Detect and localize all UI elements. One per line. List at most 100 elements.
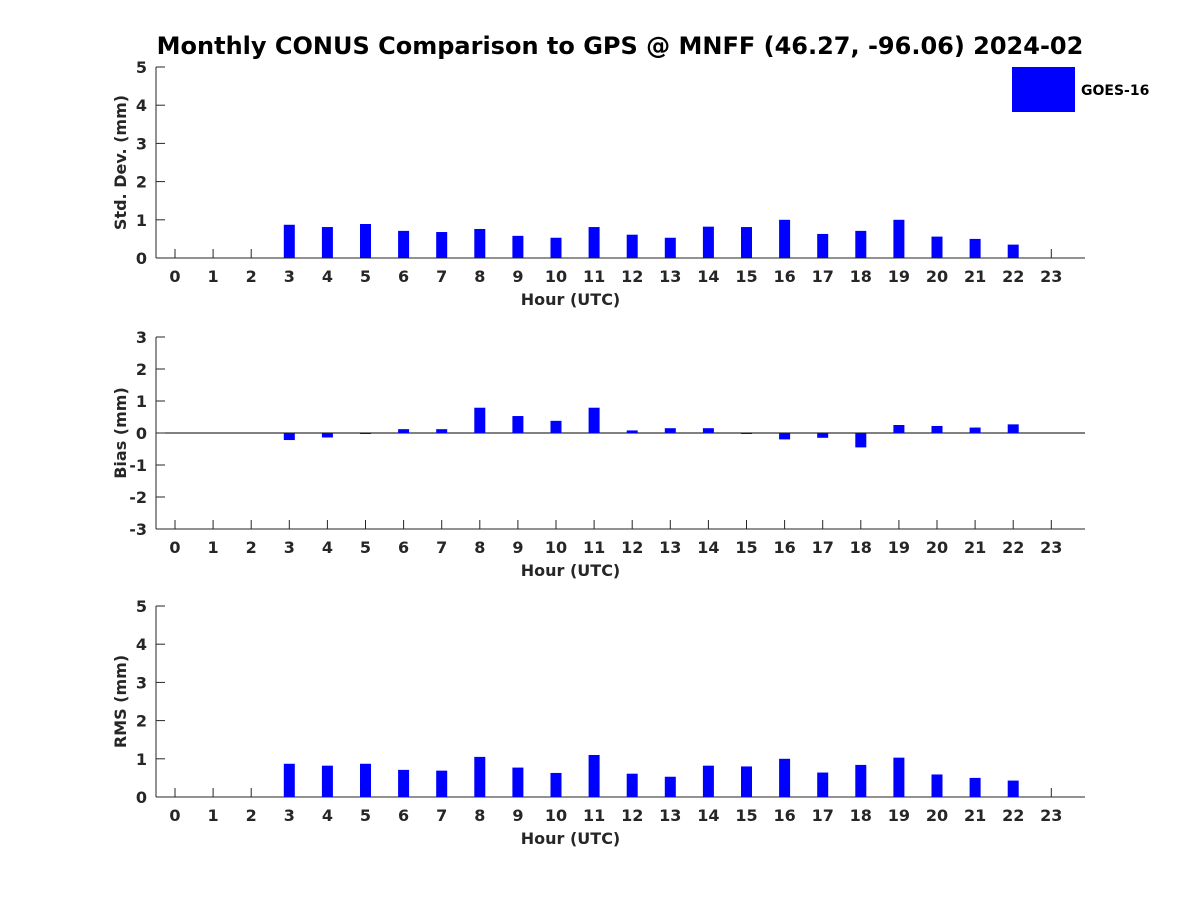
- x-tick-label: 17: [812, 267, 834, 286]
- bar-bias-mm-hour-12: [626, 430, 638, 433]
- bar-rms-mm-hour-14: [702, 765, 714, 797]
- bar-rms-mm-hour-11: [588, 754, 600, 797]
- x-tick-label: 1: [208, 806, 219, 825]
- x-tick-label: 4: [322, 538, 333, 557]
- bar-std-dev-mm-hour-8: [474, 228, 486, 258]
- x-tick-label: 0: [169, 267, 180, 286]
- bar-bias-mm-hour-16: [779, 433, 791, 440]
- bar-rms-mm-hour-5: [360, 763, 371, 797]
- x-tick-label: 9: [512, 538, 523, 557]
- x-tick-label: 8: [474, 267, 485, 286]
- bar-std-dev-mm-hour-21: [969, 238, 981, 258]
- x-tick-label: 2: [246, 538, 257, 557]
- y-tick-label: 1: [136, 392, 147, 411]
- bar-bias-mm-hour-6: [398, 429, 410, 433]
- y-tick-label: 5: [136, 597, 147, 616]
- bar-rms-mm-hour-7: [436, 770, 448, 797]
- bar-bias-mm-hour-8: [474, 407, 486, 433]
- bar-rms-mm-hour-20: [931, 774, 943, 797]
- x-tick-label: 7: [436, 267, 447, 286]
- bar-std-dev-mm-hour-13: [664, 237, 676, 258]
- x-tick-label: 6: [398, 538, 409, 557]
- bar-bias-mm-hour-7: [436, 429, 448, 433]
- y-tick-label: -3: [129, 520, 147, 539]
- bar-bias-mm-hour-19: [893, 425, 905, 433]
- x-tick-label: 5: [360, 806, 371, 825]
- x-tick-label: 21: [964, 806, 986, 825]
- bar-std-dev-mm-hour-17: [817, 233, 829, 258]
- bar-rms-mm-hour-10: [550, 772, 562, 797]
- bar-bias-mm-hour-10: [550, 420, 562, 433]
- x-axis-label: Hour (UTC): [521, 561, 621, 580]
- x-tick-label: 18: [850, 267, 872, 286]
- legend-label: GOES-16: [1081, 83, 1149, 99]
- y-tick-label: 1: [136, 211, 147, 230]
- y-tick-label: 2: [136, 360, 147, 379]
- bar-std-dev-mm-hour-4: [321, 227, 333, 258]
- x-tick-label: 21: [964, 538, 986, 557]
- bar-std-dev-mm-hour-10: [550, 237, 562, 258]
- x-tick-label: 18: [850, 538, 872, 557]
- y-tick-label: 0: [136, 424, 147, 443]
- bar-std-dev-mm-hour-3: [283, 224, 295, 258]
- x-tick-label: 11: [583, 538, 605, 557]
- bar-bias-mm-hour-14: [702, 428, 714, 433]
- x-tick-label: 23: [1040, 806, 1062, 825]
- y-tick-label: 0: [136, 788, 147, 807]
- x-tick-label: 16: [773, 806, 795, 825]
- bar-std-dev-mm-hour-11: [588, 227, 600, 258]
- x-tick-label: 9: [512, 267, 523, 286]
- x-tick-label: 13: [659, 806, 681, 825]
- y-tick-label: 1: [136, 750, 147, 769]
- chart-title: Monthly CONUS Comparison to GPS @ MNFF (…: [157, 32, 1084, 60]
- x-tick-label: 6: [398, 267, 409, 286]
- bar-std-dev-mm-hour-9: [512, 235, 524, 258]
- x-tick-label: 1: [208, 538, 219, 557]
- bar-rms-mm-hour-3: [283, 763, 295, 797]
- x-tick-label: 13: [659, 538, 681, 557]
- x-tick-label: 7: [436, 806, 447, 825]
- bar-bias-mm-hour-18: [855, 433, 867, 448]
- bar-bias-mm-hour-11: [588, 407, 600, 433]
- bar-rms-mm-hour-21: [969, 777, 981, 797]
- x-tick-label: 14: [697, 538, 719, 557]
- x-tick-label: 20: [926, 806, 948, 825]
- x-tick-label: 15: [735, 806, 757, 825]
- bar-bias-mm-hour-13: [664, 428, 676, 433]
- y-tick-label: 4: [136, 635, 147, 654]
- x-tick-label: 18: [850, 806, 872, 825]
- y-tick-label: 2: [136, 173, 147, 192]
- bar-rms-mm-hour-15: [741, 766, 752, 797]
- y-tick-label: 4: [136, 96, 147, 115]
- x-tick-label: 14: [697, 806, 719, 825]
- x-tick-label: 2: [246, 806, 257, 825]
- bar-rms-mm-hour-12: [626, 773, 638, 797]
- bar-std-dev-mm-hour-7: [436, 232, 448, 258]
- x-axis-label: Hour (UTC): [521, 290, 621, 309]
- x-tick-label: 0: [169, 538, 180, 557]
- bar-bias-mm-hour-9: [512, 416, 524, 433]
- x-tick-label: 7: [436, 538, 447, 557]
- bar-bias-mm-hour-4: [321, 433, 333, 438]
- y-tick-label: 3: [136, 673, 147, 692]
- bar-rms-mm-hour-8: [474, 756, 486, 797]
- x-tick-label: 12: [621, 806, 643, 825]
- x-tick-label: 12: [621, 267, 643, 286]
- x-tick-label: 11: [583, 806, 605, 825]
- x-tick-label: 11: [583, 267, 605, 286]
- x-tick-label: 22: [1002, 538, 1024, 557]
- y-tick-label: -2: [129, 488, 147, 507]
- bar-bias-mm-hour-17: [817, 433, 829, 438]
- x-tick-label: 2: [246, 267, 257, 286]
- bar-std-dev-mm-hour-18: [855, 230, 867, 258]
- bar-rms-mm-hour-18: [855, 764, 867, 797]
- x-tick-label: 12: [621, 538, 643, 557]
- bar-rms-mm-hour-16: [779, 758, 791, 797]
- x-tick-label: 6: [398, 806, 409, 825]
- x-tick-label: 10: [545, 538, 567, 557]
